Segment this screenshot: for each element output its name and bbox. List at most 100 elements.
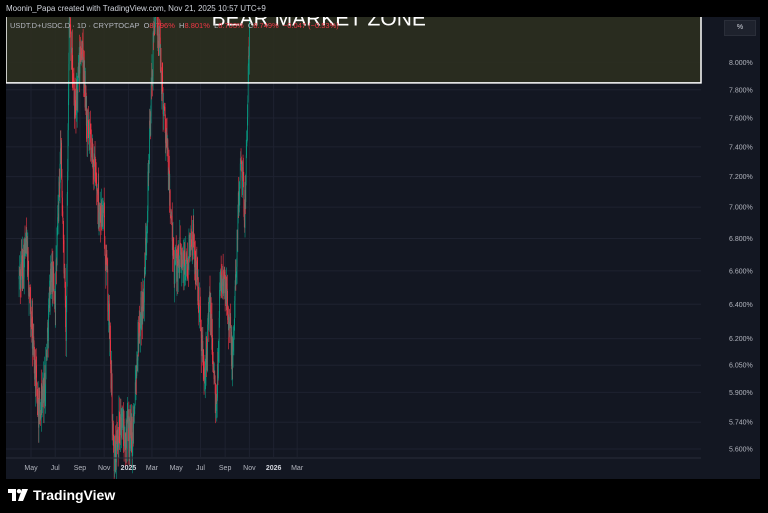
- candle-body: [53, 267, 55, 286]
- candle-body: [91, 148, 93, 158]
- percent-scale-button[interactable]: %: [724, 20, 756, 36]
- candle-body: [210, 305, 212, 319]
- candle-body: [75, 106, 77, 116]
- candle-body: [131, 432, 132, 437]
- candle-body: [206, 336, 207, 362]
- candle-body: [114, 450, 115, 472]
- candle-body: [28, 292, 30, 297]
- y-tick-label: 6.200%: [729, 336, 753, 343]
- candle-body: [134, 382, 136, 406]
- candle-body: [229, 322, 230, 326]
- candle-body: [61, 179, 63, 198]
- candle-body: [196, 269, 198, 277]
- candle-body: [245, 189, 246, 202]
- candle-body: [31, 328, 33, 337]
- candle-body: [28, 261, 29, 297]
- candle-body: [40, 413, 41, 420]
- candle-body: [110, 340, 111, 365]
- candle-body: [199, 300, 201, 312]
- candle-body: [183, 250, 185, 283]
- candle-body: [128, 418, 130, 453]
- candle-body: [27, 241, 28, 276]
- candle-body: [156, 17, 158, 21]
- candle-body: [137, 322, 139, 361]
- candle-body: [165, 119, 166, 144]
- x-tick-label: May: [24, 465, 38, 472]
- candle-body: [224, 271, 226, 277]
- candle-body: [24, 243, 26, 257]
- candle-body: [243, 174, 244, 176]
- candle-body: [217, 364, 218, 398]
- x-tick-label: Jul: [51, 465, 60, 472]
- candle-body: [49, 287, 51, 312]
- chart-panel[interactable]: BEAR MARKET ZONE 8.756%8.848%8.859% 9.60…: [6, 17, 760, 479]
- chart-attribution: Moonin_Papa created with TradingView.com…: [0, 0, 768, 17]
- candle-body: [103, 206, 105, 216]
- candle-body: [169, 170, 170, 194]
- candle-body: [160, 60, 162, 70]
- candle-body: [71, 47, 73, 53]
- candle-body: [215, 393, 217, 411]
- candle-body: [245, 181, 247, 202]
- open-label: O: [143, 21, 150, 30]
- candle-body: [179, 236, 181, 270]
- candle-body: [25, 238, 26, 257]
- candle-body: [175, 253, 177, 262]
- candle-body: [195, 264, 197, 271]
- y-tick-label: 5.740%: [729, 420, 753, 427]
- bear-zone-fill: [6, 17, 701, 83]
- candle-body: [171, 215, 172, 221]
- candle-body: [191, 247, 193, 248]
- candle-body: [133, 406, 135, 416]
- candle-body: [45, 353, 47, 364]
- candle-body: [150, 116, 152, 136]
- candle-body: [106, 253, 107, 260]
- candle-body: [247, 100, 249, 118]
- candle-body: [67, 171, 68, 194]
- candle-body: [27, 251, 29, 262]
- candle-body: [137, 360, 138, 369]
- candle-body: [167, 155, 169, 176]
- tradingview-logo[interactable]: TradingView: [8, 487, 115, 503]
- candle-body: [94, 155, 96, 167]
- x-tick-label: Sep: [74, 465, 87, 472]
- candle-body: [72, 81, 74, 83]
- candle-body: [19, 274, 21, 285]
- candle-body: [92, 153, 94, 169]
- candle-body: [115, 441, 117, 463]
- candle-body: [214, 379, 216, 395]
- candle-body: [69, 17, 71, 19]
- symbol-label[interactable]: USDT.D+USDC.D · 1D · CRYPTOCAP: [10, 21, 140, 30]
- candle-body: [48, 305, 49, 341]
- candle-body: [75, 102, 76, 107]
- candle-body: [78, 66, 80, 75]
- candle-body: [107, 269, 109, 312]
- candle-body: [23, 250, 25, 278]
- candle-body: [30, 297, 31, 327]
- candle-body: [247, 117, 248, 141]
- candle-body: [145, 237, 146, 269]
- candle-body: [34, 359, 36, 380]
- candle-body: [182, 259, 184, 267]
- price-chart[interactable]: BEAR MARKET ZONE 8.756%8.848%8.859% 9.60…: [6, 17, 760, 479]
- candle-body: [140, 297, 142, 314]
- candle-body: [142, 306, 143, 322]
- candle-body: [109, 303, 110, 339]
- candle-body: [157, 26, 159, 48]
- candle-body: [62, 211, 64, 223]
- tradingview-logo-text: TradingView: [33, 487, 116, 503]
- candle-body: [60, 148, 62, 161]
- candle-body: [211, 318, 213, 335]
- candle-body: [146, 234, 148, 245]
- candle-body: [203, 368, 205, 380]
- candle-body: [174, 264, 176, 265]
- candle-body: [235, 274, 237, 281]
- candle-body: [88, 128, 90, 139]
- candle-body: [176, 257, 177, 282]
- candle-body: [109, 330, 111, 339]
- candle-body: [213, 368, 214, 371]
- candle-body: [104, 248, 106, 256]
- x-tick-label: Nov: [98, 465, 111, 472]
- candle-body: [217, 364, 219, 379]
- candle-body: [143, 307, 144, 310]
